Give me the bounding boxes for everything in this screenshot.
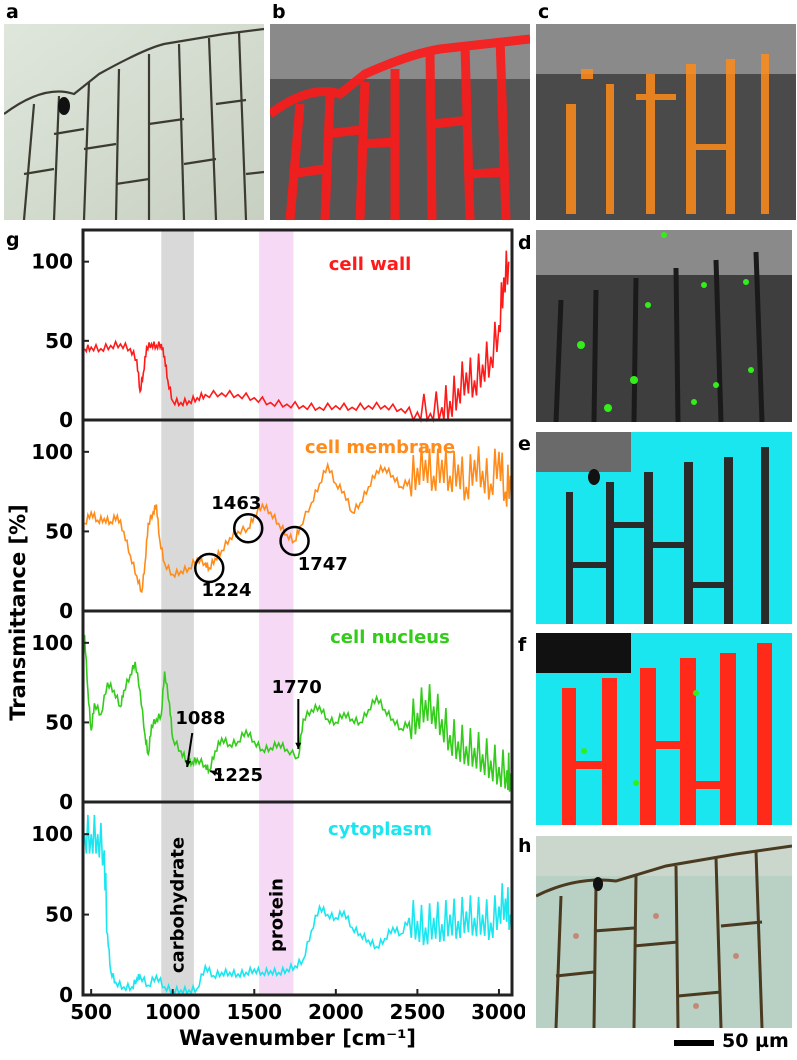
band-label-protein: protein [266, 878, 287, 952]
y-tick-label: 50 [45, 329, 73, 353]
y-tick-label: 0 [59, 790, 73, 814]
x-tick-label: 2000 [308, 1000, 364, 1024]
x-tick-label: 1500 [226, 1000, 282, 1024]
peak-circle [232, 512, 264, 544]
panel-label-b: b [272, 1, 286, 23]
scale-bar-label: 50 µm [722, 1030, 789, 1052]
x-axis-title: Wavenumber [cm⁻¹] [179, 1026, 416, 1050]
panel-label-f: f [518, 634, 527, 656]
micrograph-cell-wall-map-b [270, 24, 530, 220]
peak-label: 1463 [211, 493, 261, 514]
arrow-head [210, 770, 218, 776]
series-line-cytoplasm [83, 814, 512, 996]
peak-label: 1224 [201, 580, 251, 601]
series-label: cytoplasm [328, 819, 432, 840]
arrow-head [295, 742, 302, 749]
peak-circle [194, 552, 225, 584]
y-tick-label: 100 [31, 250, 73, 274]
series-label: cell nucleus [330, 627, 450, 648]
panel-label-g: g [6, 229, 20, 251]
peak-label: 1770 [272, 677, 322, 698]
y-tick-label: 0 [59, 983, 73, 1007]
series-line-cell-membrane [84, 444, 512, 594]
series-line-cell-nucleus [83, 634, 512, 792]
arrow-head [185, 760, 192, 767]
peak-label: 1088 [175, 708, 225, 729]
micrograph-nucleus-map-d [536, 230, 792, 422]
scale-bar [674, 1040, 714, 1046]
y-tick-label: 0 [59, 408, 73, 432]
y-tick-label: 50 [45, 903, 73, 927]
panel-label-c: c [538, 1, 550, 23]
x-tick-label: 3000 [471, 1000, 525, 1024]
panel-label-d: d [518, 232, 532, 254]
series-label: cell membrane [305, 437, 455, 458]
band-label-carbohydrate: carbohydrate [168, 837, 189, 973]
y-axis-title: Transmittance [%] [6, 504, 30, 721]
plot-frame-1 [81, 228, 514, 422]
panel-label-e: e [518, 433, 531, 455]
peak-label: 1747 [298, 554, 348, 575]
y-tick-label: 50 [45, 519, 73, 543]
panel-label-h: h [518, 835, 532, 857]
micrograph-brightfield-a [4, 24, 264, 220]
micrograph-overlay-map-f [536, 633, 792, 825]
y-tick-label: 100 [31, 440, 73, 464]
x-tick-label: 500 [70, 1000, 112, 1024]
spectra-chart: 0 50 100 0 50 100 0 50 100 0 50 100 500 1000 1500 2000 2… [0, 225, 525, 1060]
micrograph-cytoplasm-map-e [536, 432, 792, 624]
x-tick-label: 2500 [390, 1000, 446, 1024]
y-tick-label: 100 [31, 631, 73, 655]
y-tick-label: 0 [59, 599, 73, 623]
x-tick-label: 1000 [145, 1000, 201, 1024]
series-line-cell-wall [83, 250, 510, 424]
plot-frame-4 [81, 800, 514, 997]
series-label: cell wall [329, 254, 412, 275]
y-tick-label: 50 [45, 710, 73, 734]
micrograph-cell-membrane-map-c [536, 24, 796, 220]
y-tick-label: 100 [31, 822, 73, 846]
panel-label-a: a [6, 1, 19, 23]
micrograph-stained-h [536, 836, 792, 1028]
peak-label: 1225 [213, 765, 263, 786]
peak-circle [279, 525, 310, 557]
